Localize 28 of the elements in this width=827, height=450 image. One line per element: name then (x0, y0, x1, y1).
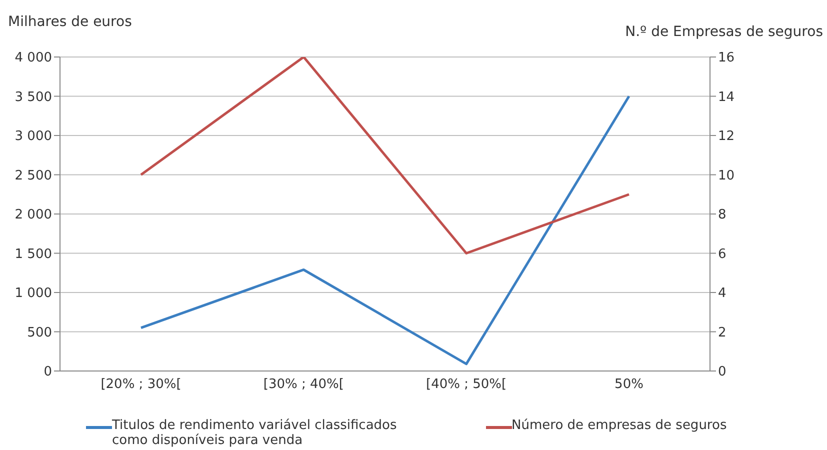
y-tick-label: 500 (27, 325, 52, 340)
y2-tick-label: 12 (718, 129, 735, 144)
y-tick-label: 1 000 (14, 286, 52, 302)
x-tick-label: [30% ; 40%[ (263, 377, 344, 392)
x-tick-label: [20% ; 30%[ (100, 377, 182, 392)
y-tick-label: 4 000 (14, 50, 52, 66)
line-series (140, 95, 630, 366)
y2-tick-label: 2 (718, 325, 726, 340)
y-axis-title: Milhares de euros (8, 14, 132, 30)
line-series (140, 57, 630, 254)
y-tick-label: 0 (44, 364, 52, 380)
y2-axis-title: N.º de Empresas de seguros (625, 24, 823, 40)
y2-tick-label: 6 (718, 246, 726, 262)
y2-tick-label: 8 (718, 208, 726, 223)
y2-tick-label: 4 (718, 286, 726, 302)
y2-tick-label: 14 (718, 90, 735, 105)
y2-tick-label: 10 (718, 168, 735, 184)
y2-tick-label: 16 (718, 50, 735, 66)
y-tick-label: 2 500 (14, 168, 52, 184)
y-tick-label: 3 000 (14, 129, 52, 144)
x-tick-label: 50% (614, 377, 644, 392)
legend-label: Número de empresas de seguros (512, 418, 728, 433)
y-tick-label: 1 500 (14, 246, 52, 262)
legend-label: Titulos de rendimento variável classificados como disponíveis para venda (112, 418, 398, 448)
x-tick-label: [40% ; 50%[ (426, 377, 507, 392)
y-tick-label: 3 500 (14, 90, 52, 105)
y2-tick-label: 0 (718, 364, 726, 380)
y-tick-label: 2 000 (14, 208, 52, 223)
